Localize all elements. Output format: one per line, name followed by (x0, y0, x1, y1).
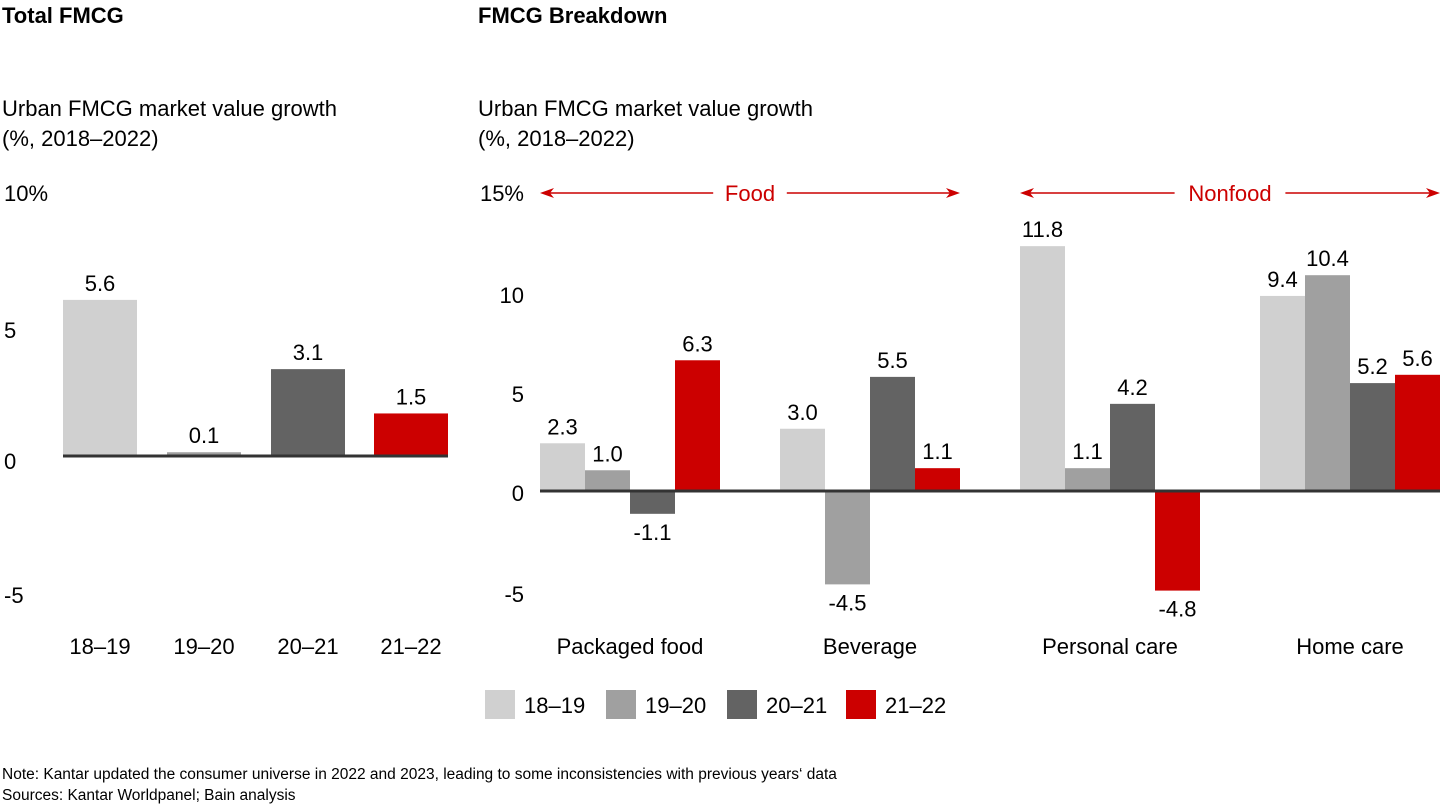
arrow-right-icon (946, 188, 960, 198)
data-label: 10.4 (1306, 246, 1349, 271)
footer: Note: Kantar updated the consumer univer… (2, 764, 837, 806)
legend-swatch (606, 690, 636, 719)
bar (1065, 468, 1110, 491)
arrow-left-icon (1020, 188, 1034, 198)
y-tick-label: 15% (480, 181, 524, 206)
left-subtitle-line2: (%, 2018–2022) (2, 126, 159, 151)
x-tick-label: Home care (1296, 634, 1404, 659)
left-chart-title: Total FMCG (2, 3, 124, 28)
bar (870, 376, 915, 491)
bracket-label-nonfood: Nonfood (1188, 181, 1271, 206)
arrow-right-icon (1426, 188, 1440, 198)
y-tick-label: 0 (512, 481, 524, 506)
bar (825, 491, 870, 585)
legend-swatch (485, 690, 515, 719)
footer-sources: Sources: Kantar Worldpanel; Bain analysi… (2, 787, 296, 804)
bar (63, 299, 137, 455)
legend: 18–19 19–20 20–21 21–22 (485, 690, 946, 719)
bar (167, 452, 241, 455)
bar (540, 443, 585, 491)
data-label: 9.4 (1267, 267, 1298, 292)
x-tick-label: 19–20 (173, 634, 234, 659)
left-chart-subtitle: Urban FMCG market value growth (%, 2018–… (2, 94, 337, 154)
bar (271, 369, 345, 455)
data-label: 5.6 (1402, 346, 1433, 371)
x-tick-label: 18–19 (69, 634, 130, 659)
data-label: 1.0 (592, 441, 623, 466)
x-tick-label: Packaged food (557, 634, 704, 659)
bar (1350, 383, 1395, 491)
y-tick-label: 10 (500, 283, 524, 308)
y-tick-label: 5 (4, 318, 16, 343)
x-tick-label: 20–21 (277, 634, 338, 659)
bar (1155, 491, 1200, 591)
bar (915, 468, 960, 491)
bar (1020, 246, 1065, 491)
bar (1305, 275, 1350, 491)
bar (780, 428, 825, 491)
y-tick-label: 10% (4, 181, 48, 206)
data-label: 3.0 (787, 400, 818, 425)
data-label: -1.1 (634, 520, 672, 545)
right-chart: 15% 10 5 0 -5 2.3 3.0 11.8 9.4 1.0 -4.5 1.1 10.4 -1.1… (480, 181, 1440, 659)
left-subtitle-line1: Urban FMCG market value growth (2, 96, 337, 121)
data-label: 1.5 (396, 384, 427, 409)
bar (1395, 374, 1440, 491)
bar (675, 360, 720, 491)
bar (1110, 403, 1155, 491)
legend-swatch (727, 690, 757, 719)
y-tick-label: -5 (4, 583, 24, 608)
data-label: 1.1 (922, 439, 953, 464)
bar (374, 413, 448, 455)
right-chart-title: FMCG Breakdown (478, 3, 668, 28)
bracket-label-food: Food (725, 181, 775, 206)
data-label: -4.8 (1159, 597, 1197, 622)
legend-label: 21–22 (885, 693, 946, 718)
left-chart: 10% 5 0 -5 5.6 18–19 0.1 19–20 3.1 20–21 1.5 21–22 (4, 181, 448, 659)
data-label: 6.3 (682, 331, 713, 356)
footer-note: Note: Kantar updated the consumer univer… (2, 766, 837, 783)
y-tick-label: -5 (504, 582, 524, 607)
right-subtitle-line2: (%, 2018–2022) (478, 126, 635, 151)
y-tick-label: 0 (4, 449, 16, 474)
data-label: 11.8 (1022, 217, 1063, 242)
legend-label: 20–21 (766, 693, 827, 718)
bar (1260, 295, 1305, 491)
data-label: 0.1 (189, 423, 220, 448)
right-subtitle-line1: Urban FMCG market value growth (478, 96, 813, 121)
legend-label: 18–19 (524, 693, 585, 718)
data-label: -4.5 (829, 590, 867, 615)
data-label: 1.1 (1072, 439, 1103, 464)
y-tick-label: 5 (512, 382, 524, 407)
x-tick-label: Personal care (1042, 634, 1178, 659)
data-label: 5.5 (877, 348, 908, 373)
data-label: 4.2 (1117, 375, 1148, 400)
x-tick-label: 21–22 (380, 634, 441, 659)
right-chart-subtitle: Urban FMCG market value growth (%, 2018–… (478, 94, 813, 154)
data-label: 5.2 (1357, 354, 1388, 379)
data-label: 2.3 (547, 414, 578, 439)
x-tick-label: Beverage (823, 634, 917, 659)
legend-swatch (846, 690, 876, 719)
data-label: 5.6 (85, 271, 116, 296)
arrow-left-icon (540, 188, 554, 198)
bar (585, 470, 630, 491)
legend-label: 19–20 (645, 693, 706, 718)
bar (630, 491, 675, 514)
data-label: 3.1 (293, 340, 324, 365)
